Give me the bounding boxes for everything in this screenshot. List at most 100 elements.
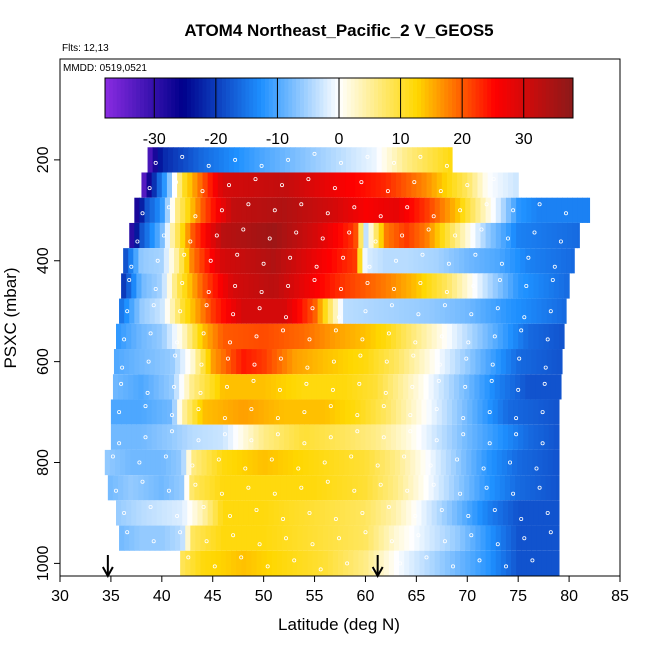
heatmap-cell: [528, 399, 535, 425]
heatmap-cell: [447, 147, 453, 173]
sample-point: [385, 189, 390, 194]
heatmap-cell: [372, 374, 379, 400]
x-tick-label: 70: [458, 588, 476, 605]
heatmap-cell: [124, 298, 130, 324]
heatmap-cell: [312, 197, 319, 223]
heatmap-cell: [202, 500, 209, 526]
heatmap-cell: [305, 147, 312, 173]
heatmap-cell: [256, 525, 263, 551]
heatmap-cell: [193, 147, 200, 173]
heatmap-cell: [258, 323, 265, 350]
heatmap-cell: [508, 500, 514, 526]
heatmap-cell: [248, 172, 255, 198]
heatmap-cell: [384, 449, 391, 476]
heatmap-cell: [433, 475, 440, 501]
heatmap-cell: [495, 525, 502, 551]
heatmap-cell: [379, 449, 386, 476]
heatmap-cell: [320, 147, 327, 173]
heatmap-cell: [387, 248, 394, 274]
heatmap-cell: [238, 323, 244, 350]
colorbar-segment: [471, 78, 476, 118]
heatmap-cell: [561, 222, 568, 249]
heatmap-cell: [487, 323, 494, 350]
heatmap-cell: [482, 273, 489, 299]
heatmap-cell: [284, 424, 290, 450]
heatmap-cell: [294, 172, 300, 198]
heatmap-cell: [520, 475, 526, 501]
heatmap-cell: [110, 399, 117, 425]
heatmap-cell: [424, 298, 431, 324]
heatmap-cell: [336, 475, 343, 501]
sample-point: [307, 337, 312, 342]
sample-point: [222, 416, 227, 421]
heatmap-cell: [403, 374, 409, 400]
heatmap-cell: [541, 298, 548, 324]
heatmap-cell: [485, 298, 492, 324]
sample-point: [442, 539, 447, 544]
heatmap-cell: [258, 424, 265, 450]
heatmap-cell: [404, 349, 410, 375]
heatmap-cell: [460, 349, 466, 375]
heatmap-cell: [188, 147, 194, 173]
sample-point: [389, 539, 394, 544]
heatmap-cell: [291, 475, 297, 501]
heatmap-cell: [431, 399, 438, 425]
heatmap-cell: [409, 222, 415, 249]
heatmap-cell: [377, 248, 384, 274]
heatmap-cell: [116, 399, 122, 425]
heatmap-cell: [180, 298, 186, 324]
heatmap-cell: [199, 374, 206, 400]
heatmap-cell: [133, 475, 139, 501]
heatmap-cell: [438, 475, 445, 501]
heatmap-cell: [406, 273, 412, 299]
heatmap-cell: [200, 298, 207, 324]
heatmap-cell: [265, 248, 272, 274]
heatmap-cell: [136, 424, 143, 450]
heatmap-cell: [210, 525, 217, 551]
heatmap-cell: [556, 525, 560, 551]
heatmap-cell: [480, 222, 487, 249]
heatmap-cell: [399, 222, 405, 249]
heatmap-cell: [401, 399, 407, 425]
sample-point: [439, 507, 444, 512]
heatmap-cell: [556, 349, 563, 375]
heatmap-cell: [516, 222, 522, 249]
heatmap-cell: [306, 475, 313, 501]
heatmap-cell: [264, 147, 271, 173]
heatmap-cell: [547, 449, 554, 476]
heatmap-cell: [289, 323, 295, 350]
heatmap-cell: [279, 147, 286, 173]
heatmap-cell: [378, 222, 385, 249]
heatmap-cell: [324, 323, 331, 350]
heatmap-cell: [360, 172, 367, 198]
heatmap-cell: [222, 399, 229, 425]
colorbar-segment: [120, 78, 125, 118]
heatmap-cell: [169, 349, 176, 375]
colorbar-segment: [498, 78, 504, 118]
heatmap-cell: [217, 500, 224, 526]
heatmap-cell: [372, 248, 379, 274]
sample-point: [175, 340, 180, 345]
heatmap-cell: [263, 323, 270, 350]
sample-point: [418, 280, 423, 285]
heatmap-cell: [481, 449, 488, 476]
heatmap-cell: [299, 424, 305, 450]
sample-point: [439, 334, 444, 339]
heatmap-cell: [236, 298, 242, 324]
colorbar-segment: [518, 78, 523, 118]
heatmap-cell: [213, 147, 220, 173]
heatmap-row: [113, 349, 563, 375]
sample-point: [375, 463, 380, 468]
heatmap-cell: [294, 424, 300, 450]
heatmap-cell: [343, 222, 349, 249]
heatmap-cell: [199, 475, 206, 501]
heatmap-cell: [287, 349, 293, 375]
sample-point: [219, 491, 224, 496]
heatmap-cell: [449, 298, 456, 324]
heatmap-cell: [280, 374, 287, 400]
heatmap-cell: [327, 525, 334, 551]
heatmap-cell: [233, 172, 239, 198]
heatmap-cell: [448, 374, 455, 400]
heatmap-cell: [169, 222, 176, 249]
heatmap-cell: [174, 248, 180, 274]
